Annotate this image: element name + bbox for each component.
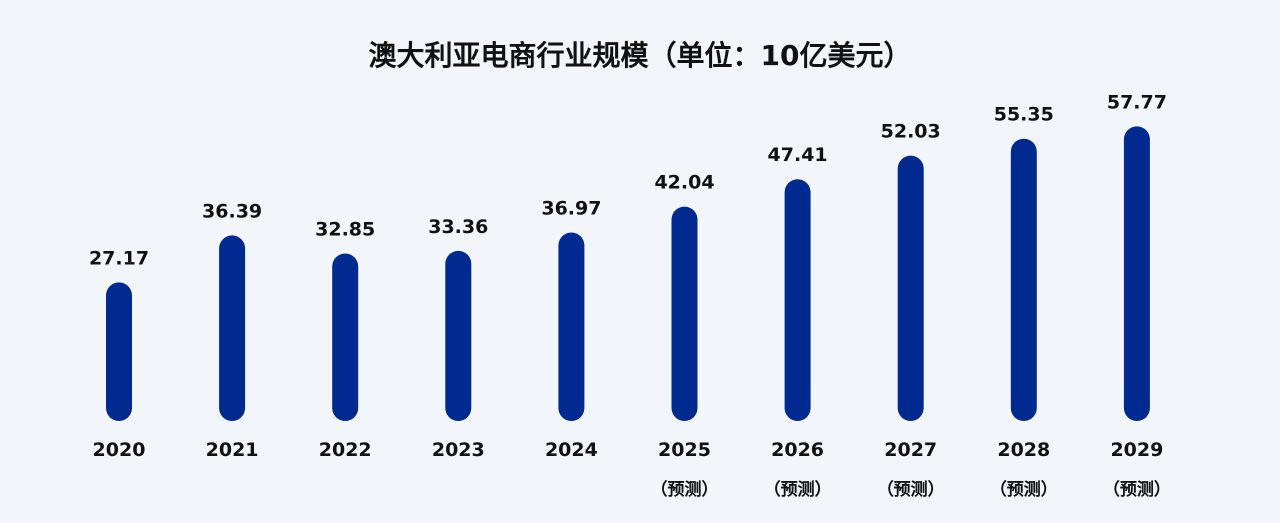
x-tick-label: 2027 — [884, 439, 937, 461]
data-label: 57.77 — [1107, 91, 1167, 113]
x-tick-label: 2025 — [658, 439, 711, 461]
data-label: 52.03 — [881, 121, 941, 143]
bar — [332, 253, 359, 421]
bar — [784, 179, 811, 421]
bar — [219, 235, 246, 421]
data-label: 55.35 — [994, 104, 1054, 126]
x-tick-sublabel: （预测） — [651, 479, 719, 500]
x-tick-sublabel: （预测） — [764, 479, 832, 500]
data-label: 47.41 — [768, 144, 828, 166]
data-label: 32.85 — [315, 218, 375, 240]
x-tick-label: 2023 — [432, 439, 485, 461]
data-label: 27.17 — [89, 247, 149, 269]
x-tick-label: 2024 — [545, 439, 598, 461]
x-tick-label: 2029 — [1110, 439, 1163, 461]
bar — [558, 232, 585, 421]
bar — [897, 155, 924, 421]
x-tick-label: 2021 — [206, 439, 259, 461]
data-label: 42.04 — [654, 172, 714, 194]
x-tick-label: 2028 — [997, 439, 1050, 461]
x-tick-label: 2026 — [771, 439, 824, 461]
bar — [445, 250, 472, 421]
x-tick-sublabel: （预测） — [877, 479, 945, 500]
x-tick-sublabel: （预测） — [990, 479, 1058, 500]
chart-title: 澳大利亚电商行业规模（单位：10亿美元） — [368, 39, 912, 72]
bar — [106, 282, 132, 421]
bar — [1123, 126, 1150, 422]
bar — [1010, 138, 1037, 421]
data-label: 36.97 — [541, 197, 601, 219]
x-tick-label: 2022 — [319, 439, 372, 461]
bar — [671, 206, 698, 421]
data-label: 36.39 — [202, 200, 262, 222]
x-tick-label: 2020 — [93, 439, 146, 461]
data-label: 33.36 — [428, 216, 488, 238]
x-tick-sublabel: （预测） — [1103, 479, 1171, 500]
